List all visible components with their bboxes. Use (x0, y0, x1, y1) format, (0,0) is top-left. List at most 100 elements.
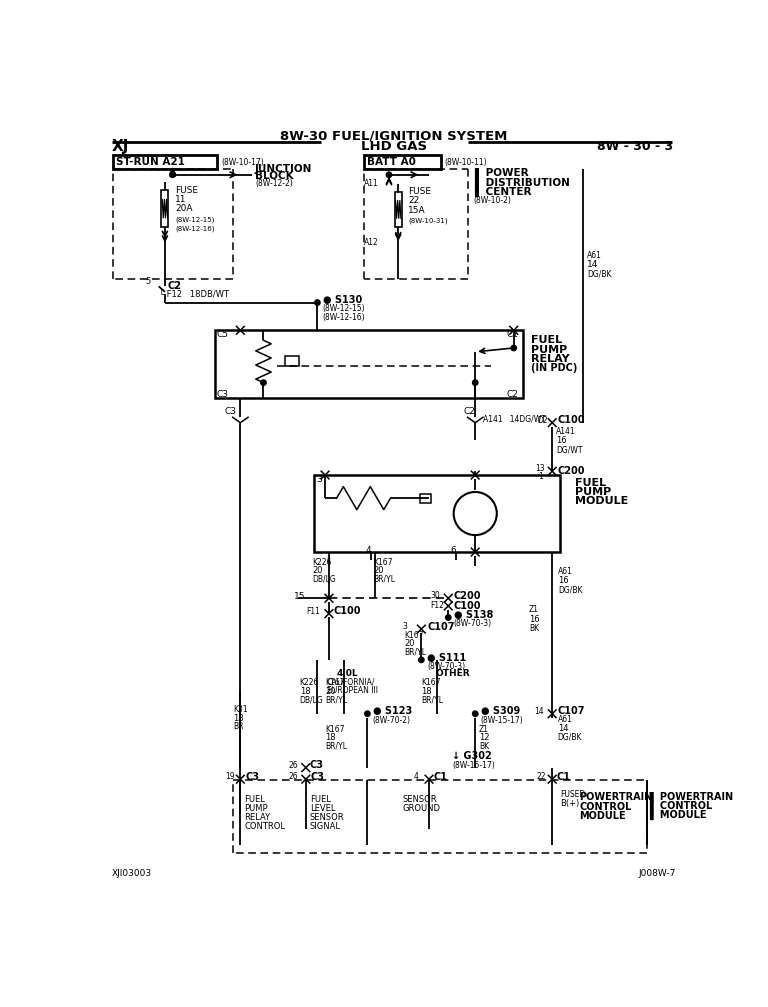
Text: OTHER: OTHER (435, 670, 470, 678)
Text: ▌ POWER: ▌ POWER (474, 168, 528, 178)
Text: FUEL: FUEL (575, 477, 607, 487)
Text: C2: C2 (464, 408, 475, 417)
Text: (8W-70-3): (8W-70-3) (454, 619, 492, 628)
Text: FUEL: FUEL (531, 335, 561, 345)
Text: XJ: XJ (112, 139, 129, 154)
Text: A11: A11 (364, 179, 379, 188)
Text: BR/YL: BR/YL (325, 741, 347, 750)
Text: BK: BK (479, 741, 489, 750)
Text: 3: 3 (316, 475, 322, 484)
Text: 20A: 20A (175, 204, 193, 213)
Bar (215, 330, 523, 398)
Text: FUEL: FUEL (310, 795, 330, 804)
Text: MODULE: MODULE (575, 496, 628, 507)
Circle shape (365, 711, 370, 716)
Bar (285, 355, 299, 366)
Text: BK: BK (529, 623, 539, 632)
Text: SIGNAL: SIGNAL (310, 823, 341, 832)
Text: BR: BR (233, 722, 244, 731)
Text: C200: C200 (454, 591, 482, 601)
Text: PUMP: PUMP (531, 344, 567, 354)
Text: C1: C1 (506, 330, 518, 339)
Text: (8W-12-15): (8W-12-15) (175, 217, 214, 223)
Text: 14: 14 (535, 707, 545, 716)
Text: A61: A61 (558, 567, 573, 576)
Circle shape (445, 615, 451, 620)
Bar (420, 493, 431, 502)
Text: CONTROL: CONTROL (579, 802, 631, 812)
Text: 26: 26 (289, 761, 299, 769)
Text: DG/BK: DG/BK (558, 585, 583, 594)
Text: C3: C3 (246, 772, 260, 781)
Text: C2: C2 (167, 281, 181, 291)
Text: └ F12   18DB/WT: └ F12 18DB/WT (159, 290, 229, 299)
Text: C200: C200 (558, 466, 585, 476)
Text: 30: 30 (431, 591, 440, 600)
Text: ▌ MODULE: ▌ MODULE (649, 811, 707, 821)
Text: ● S123: ● S123 (372, 707, 412, 716)
Bar (161, 190, 168, 227)
Text: 8W - 30 - 3: 8W - 30 - 3 (597, 140, 673, 153)
Text: J008W-7: J008W-7 (638, 869, 675, 878)
Text: 16: 16 (529, 614, 540, 623)
Text: ● S309: ● S309 (481, 707, 520, 716)
Text: 22: 22 (409, 196, 419, 205)
Text: K167: K167 (325, 725, 345, 734)
Text: ↓ G302: ↓ G302 (452, 751, 492, 761)
Text: 18: 18 (300, 687, 310, 696)
Text: 14: 14 (558, 724, 568, 733)
Text: B(+): B(+) (560, 800, 579, 809)
Text: DG/BK: DG/BK (587, 270, 611, 279)
Text: BR/YL: BR/YL (325, 696, 347, 704)
Text: A141   14DG/WT: A141 14DG/WT (483, 414, 546, 423)
Text: 6: 6 (451, 546, 456, 555)
Text: K167: K167 (422, 679, 441, 688)
Text: C3: C3 (225, 408, 237, 417)
Text: ● S138: ● S138 (454, 610, 493, 620)
Text: C1: C1 (434, 772, 448, 781)
Text: D2: D2 (537, 416, 548, 425)
Text: 4.0L: 4.0L (336, 670, 358, 678)
Circle shape (315, 300, 320, 305)
Text: (8W-10-31): (8W-10-31) (409, 218, 448, 225)
Text: (8W-12-16): (8W-12-16) (323, 313, 366, 321)
Text: A12: A12 (364, 238, 379, 247)
Text: ▌ CENTER: ▌ CENTER (474, 186, 531, 196)
Text: EUROPEAN III: EUROPEAN III (326, 686, 378, 695)
Bar (395, 191, 402, 228)
Text: K226: K226 (312, 558, 331, 567)
Text: K167: K167 (373, 558, 393, 567)
Text: 8W-30 FUEL/IGNITION SYSTEM: 8W-30 FUEL/IGNITION SYSTEM (280, 130, 508, 143)
Bar (363, 155, 441, 168)
Circle shape (261, 380, 266, 386)
Text: 1: 1 (538, 472, 543, 481)
Text: A141: A141 (556, 427, 576, 436)
Text: ● S130: ● S130 (323, 295, 362, 305)
Text: RELAY: RELAY (531, 353, 569, 364)
Text: CONTROL: CONTROL (244, 823, 285, 832)
Text: MODULE: MODULE (579, 811, 626, 821)
Text: C3: C3 (310, 760, 323, 770)
Text: DB/LG: DB/LG (312, 574, 336, 583)
Text: C5: C5 (217, 330, 229, 339)
Text: 4: 4 (414, 772, 419, 781)
Text: C1: C1 (557, 772, 571, 781)
Text: K31: K31 (233, 705, 248, 714)
Circle shape (419, 658, 424, 663)
Text: (8W-10-11): (8W-10-11) (445, 157, 487, 166)
Text: LHD GAS: LHD GAS (360, 140, 427, 153)
Text: DB/LG: DB/LG (300, 696, 323, 704)
Circle shape (454, 492, 497, 535)
Text: BLOCK: BLOCK (255, 171, 293, 181)
Circle shape (386, 172, 392, 177)
Text: C100: C100 (558, 415, 585, 425)
Text: 20: 20 (312, 566, 323, 575)
Text: (8W-15-17): (8W-15-17) (481, 716, 523, 725)
Text: ▌ CONTROL: ▌ CONTROL (649, 801, 713, 812)
Text: C100: C100 (333, 606, 361, 616)
Text: 4: 4 (366, 546, 372, 555)
Text: (IN PDC): (IN PDC) (531, 363, 577, 373)
Text: F12: F12 (431, 601, 445, 610)
Text: (8W-70-3): (8W-70-3) (428, 663, 465, 672)
Text: PUMP: PUMP (575, 487, 611, 497)
